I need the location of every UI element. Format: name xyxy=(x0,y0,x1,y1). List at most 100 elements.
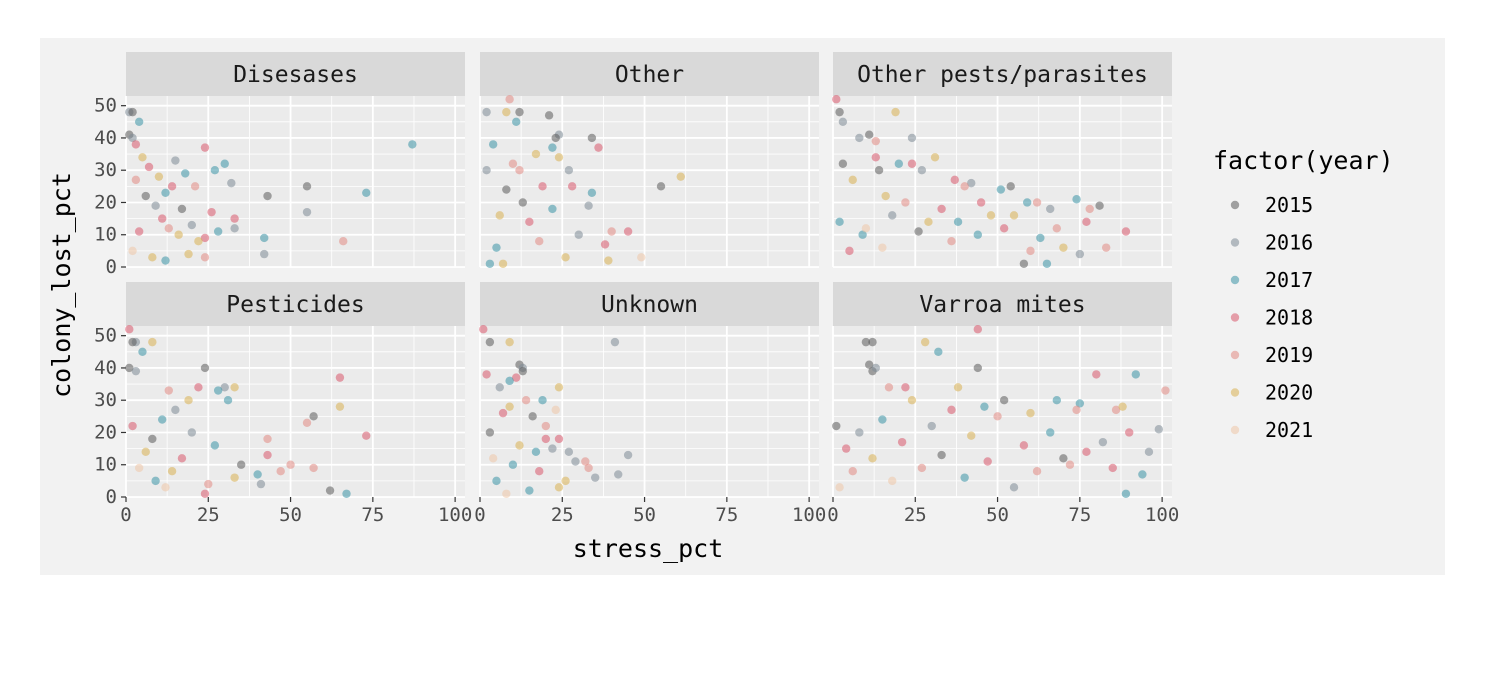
data-point xyxy=(194,383,203,392)
data-point xyxy=(1121,227,1131,236)
data-point xyxy=(158,214,167,223)
data-point xyxy=(841,444,851,453)
data-point xyxy=(535,466,544,476)
data-point xyxy=(1009,483,1019,492)
data-point xyxy=(134,463,144,473)
data-point xyxy=(835,483,844,492)
data-point xyxy=(138,153,147,162)
facet-strip xyxy=(480,282,819,326)
data-point xyxy=(515,166,524,175)
data-point xyxy=(230,383,239,392)
data-point xyxy=(131,140,141,149)
y-tick-label: 10 xyxy=(94,454,117,476)
data-point xyxy=(541,434,551,444)
data-point xyxy=(187,428,197,437)
data-point xyxy=(535,236,544,246)
data-point xyxy=(888,211,897,220)
data-point xyxy=(488,140,498,149)
data-point xyxy=(960,182,969,191)
data-point xyxy=(1022,198,1032,207)
data-point xyxy=(637,253,646,262)
data-point xyxy=(907,396,917,405)
data-point xyxy=(538,396,547,405)
data-point xyxy=(623,227,633,236)
data-point xyxy=(937,450,946,460)
data-point xyxy=(187,220,197,230)
data-point xyxy=(223,396,233,405)
data-point xyxy=(1111,405,1121,415)
facet-strip-label: Other xyxy=(615,62,684,88)
panel-background xyxy=(126,326,465,497)
data-point xyxy=(190,182,200,191)
data-point xyxy=(1161,386,1170,395)
legend-marker xyxy=(1230,425,1240,435)
data-point xyxy=(548,444,557,453)
data-point xyxy=(551,133,560,143)
data-point xyxy=(482,370,491,379)
data-point xyxy=(1121,489,1131,498)
legend-marker xyxy=(1230,200,1240,210)
data-point xyxy=(561,476,570,486)
x-tick-label: 75 xyxy=(1068,504,1091,526)
data-point xyxy=(335,402,345,411)
data-point xyxy=(1026,408,1035,418)
data-point xyxy=(505,402,514,411)
x-tick-label: 100 xyxy=(438,504,472,526)
data-point xyxy=(171,156,180,165)
data-point xyxy=(927,421,936,431)
data-point xyxy=(541,421,551,431)
data-point xyxy=(144,162,154,172)
data-point xyxy=(1075,399,1085,408)
data-point xyxy=(302,418,312,427)
data-point xyxy=(884,383,894,392)
x-tick-label: 0 xyxy=(120,504,131,526)
data-point xyxy=(342,489,351,498)
data-point xyxy=(502,185,511,194)
data-point xyxy=(485,428,495,437)
data-point xyxy=(525,217,534,227)
data-point xyxy=(485,337,495,347)
data-point xyxy=(891,107,900,117)
data-point xyxy=(554,434,564,444)
data-point xyxy=(600,240,610,249)
x-tick-label: 50 xyxy=(986,504,1009,526)
x-tick-label: 25 xyxy=(197,504,220,526)
y-tick-label: 20 xyxy=(94,421,117,443)
data-point xyxy=(302,207,312,217)
data-point xyxy=(164,386,173,395)
facet-panel: Pesticides 0 10 20 30 40 50 0 25 50 75 100 xyxy=(94,282,472,526)
data-point xyxy=(167,182,177,191)
data-point xyxy=(567,182,577,191)
data-point xyxy=(128,421,137,431)
data-point xyxy=(1009,211,1019,220)
data-point xyxy=(993,412,1002,421)
data-point xyxy=(362,188,371,197)
y-tick-label: 10 xyxy=(94,224,117,246)
data-point xyxy=(947,405,956,415)
data-point xyxy=(1059,454,1068,463)
data-point xyxy=(894,159,904,168)
data-point xyxy=(832,95,841,104)
data-point xyxy=(1046,428,1055,437)
data-point xyxy=(204,479,213,489)
data-point xyxy=(177,204,187,214)
data-point xyxy=(141,447,150,457)
data-point xyxy=(934,347,943,357)
data-point xyxy=(495,383,504,392)
data-point xyxy=(590,473,600,482)
data-point xyxy=(858,230,867,239)
data-point xyxy=(518,366,527,376)
data-point xyxy=(492,476,501,486)
data-point xyxy=(151,476,160,486)
data-point xyxy=(210,166,220,175)
data-point xyxy=(134,227,144,236)
data-point xyxy=(594,143,603,152)
data-point xyxy=(148,337,157,347)
data-point xyxy=(528,412,537,421)
data-point xyxy=(502,107,511,117)
data-point xyxy=(838,159,848,168)
data-point xyxy=(138,347,147,357)
x-tick-label: 0 xyxy=(474,504,485,526)
facet-panel: Other xyxy=(479,52,819,268)
data-point xyxy=(1092,370,1101,379)
